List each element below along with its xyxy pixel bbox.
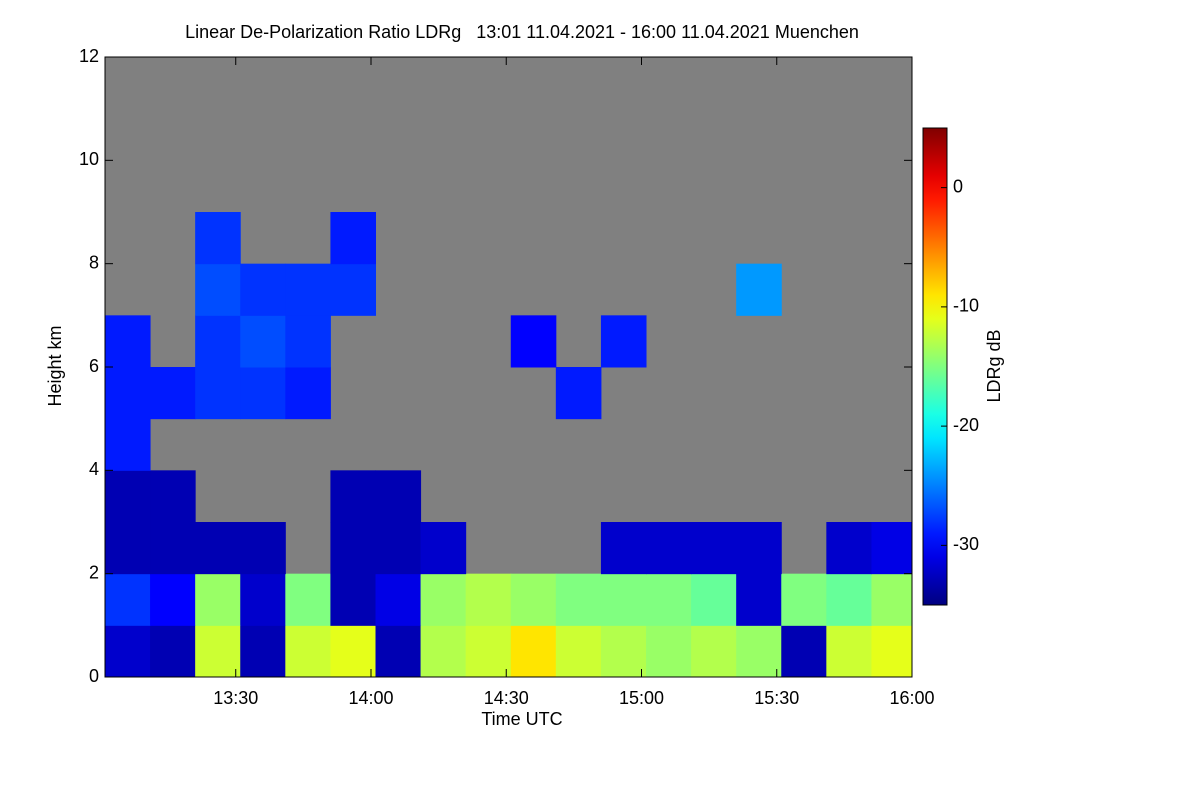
x-tick-label: 13:30 <box>213 688 258 708</box>
heatmap-cell <box>105 573 151 626</box>
heatmap-cell <box>240 522 286 575</box>
colorbar-tick-label: -10 <box>953 296 979 316</box>
heatmap-cell <box>105 625 151 678</box>
heatmap-cell <box>375 625 422 678</box>
heatmap-cell <box>375 573 422 626</box>
heatmap-cell <box>285 263 331 316</box>
heatmap-cell <box>420 625 467 678</box>
heatmap-cell <box>691 522 737 575</box>
heatmap-cell <box>646 625 692 678</box>
heatmap-cell <box>105 418 151 471</box>
y-tick-label: 10 <box>79 149 99 169</box>
heatmap-cell <box>736 522 782 575</box>
heatmap-cell <box>240 573 286 626</box>
heatmap-cell <box>150 470 196 523</box>
colorbar-label: LDRg dB <box>984 329 1004 402</box>
heatmap-cell <box>285 315 331 368</box>
heatmap-cell <box>195 315 241 368</box>
heatmap-cell <box>555 573 602 626</box>
heatmap-cell <box>105 522 151 575</box>
heatmap-cell <box>240 625 286 678</box>
heatmap-cell <box>330 263 377 316</box>
heatmap-cell <box>826 625 872 678</box>
heatmap-cell <box>150 522 196 575</box>
heatmap-cell <box>510 625 557 678</box>
y-tick-label: 8 <box>89 252 99 272</box>
heatmap-cell <box>195 367 241 420</box>
heatmap-cell <box>691 625 737 678</box>
y-axis-label: Height km <box>45 325 65 406</box>
heatmap-cell <box>736 573 782 626</box>
heatmap-cell <box>195 263 241 316</box>
heatmap-cell <box>555 625 602 678</box>
heatmap-cell <box>781 625 827 678</box>
heatmap-cell <box>285 573 331 626</box>
heatmap-cell <box>195 625 241 678</box>
heatmap-cell <box>105 470 151 523</box>
heatmap-cell <box>240 315 286 368</box>
heatmap-cell <box>420 522 467 575</box>
heatmap-cell <box>285 367 331 420</box>
x-tick-label: 15:30 <box>754 688 799 708</box>
heatmap-cell <box>736 625 782 678</box>
x-tick-label: 14:30 <box>484 688 529 708</box>
x-tick-label: 15:00 <box>619 688 664 708</box>
heatmap-cell <box>871 625 913 678</box>
heatmap-cell <box>375 470 422 523</box>
y-tick-label: 0 <box>89 666 99 686</box>
x-axis-label: Time UTC <box>481 709 562 729</box>
y-tick-label: 2 <box>89 562 99 582</box>
y-tick-label: 12 <box>79 46 99 66</box>
heatmap-cell <box>465 573 512 626</box>
chart-title: Linear De-Polarization Ratio LDRg 13:01 … <box>185 22 859 42</box>
heatmap-cell <box>600 315 647 368</box>
x-tick-label: 14:00 <box>348 688 393 708</box>
colorbar-tick-label: -30 <box>953 534 979 554</box>
heatmap-cell <box>150 573 196 626</box>
heatmap-cell <box>420 573 467 626</box>
heatmap-cell <box>330 470 377 523</box>
heatmap-cell <box>375 522 422 575</box>
heatmap-cell <box>150 367 196 420</box>
y-tick-label: 4 <box>89 459 99 479</box>
heatmap-cell <box>240 367 286 420</box>
heatmap-cell <box>555 367 602 420</box>
heatmap-cell <box>826 573 872 626</box>
heatmap-cell <box>195 212 241 265</box>
colorbar-tick-label: -20 <box>953 415 979 435</box>
colorbar <box>922 127 948 606</box>
y-tick-label: 6 <box>89 356 99 376</box>
heatmap-cell <box>691 573 737 626</box>
heatmap-cell <box>240 263 286 316</box>
heatmap-cell <box>600 625 647 678</box>
heatmap-cell <box>600 573 647 626</box>
heatmap-cell <box>285 625 331 678</box>
heatmap-cell <box>195 522 241 575</box>
heatmap-cell <box>510 315 557 368</box>
heatmap-cell <box>330 573 377 626</box>
heatmap-cell <box>150 625 196 678</box>
heatmap-cell <box>646 573 692 626</box>
heatmap-cell <box>826 522 872 575</box>
heatmap-cell <box>195 573 241 626</box>
colorbar-tick-label: 0 <box>953 176 963 196</box>
heatmap-cell <box>105 367 151 420</box>
heatmap-cell <box>871 522 913 575</box>
heatmap-cell <box>330 212 377 265</box>
heatmap-cell <box>330 625 377 678</box>
heatmap-cell <box>465 625 512 678</box>
heatmap-cell <box>646 522 692 575</box>
heatmap-cell <box>781 573 827 626</box>
heatmap-cell <box>510 573 557 626</box>
heatmap-cell <box>871 573 913 626</box>
x-tick-label: 16:00 <box>889 688 934 708</box>
heatmap-cell <box>105 315 151 368</box>
heatmap-cell <box>330 522 377 575</box>
heatmap-cell <box>600 522 647 575</box>
heatmap-cell <box>736 263 782 316</box>
